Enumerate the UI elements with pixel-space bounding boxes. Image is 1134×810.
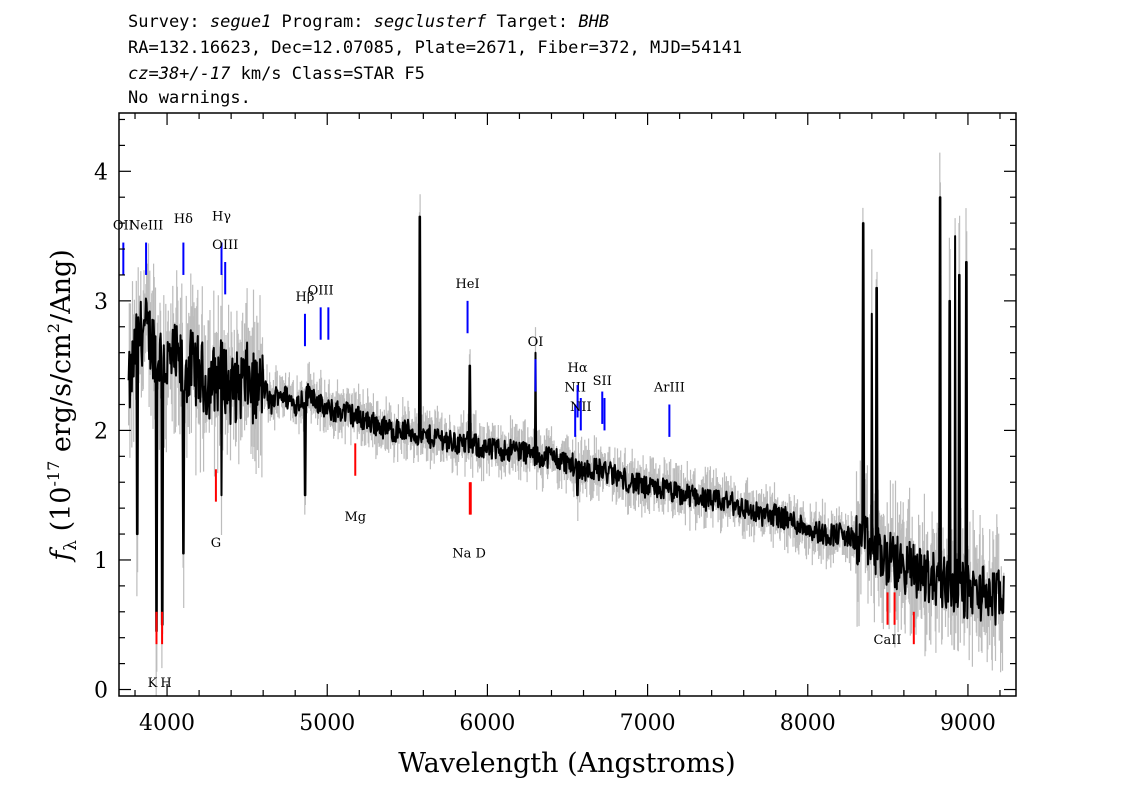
y-label-exponent: -17 bbox=[44, 461, 63, 487]
target-value: BHB bbox=[578, 12, 610, 32]
y-label-lambda: λ bbox=[61, 540, 81, 551]
y-tick-label: 3 bbox=[94, 290, 108, 315]
emission-line-label: NII bbox=[570, 400, 592, 415]
y-label-exponent-2: 2 bbox=[44, 323, 63, 333]
x-tick-label: 8000 bbox=[780, 711, 836, 736]
header-line-2: RA=132.16623, Dec=12.07085, Plate=2671, … bbox=[128, 38, 743, 58]
absorption-line-label: Na bbox=[452, 546, 471, 561]
y-tick-label: 1 bbox=[94, 549, 108, 574]
header-line-4: No warnings. bbox=[128, 88, 251, 108]
emission-line-label: NII bbox=[564, 381, 586, 396]
redshift-value: cz=38+/-17 bbox=[128, 64, 231, 84]
x-tick-label: 5000 bbox=[299, 711, 355, 736]
absorption-line-label: CaII bbox=[874, 633, 902, 648]
emission-line-label: Hγ bbox=[212, 210, 231, 225]
emission-line-label: OIII bbox=[212, 238, 238, 253]
x-tick-label: 6000 bbox=[459, 711, 515, 736]
program-value: segclusterf bbox=[373, 12, 487, 32]
absorption-line-label: Mg bbox=[344, 510, 366, 525]
y-tick-label: 0 bbox=[94, 679, 108, 704]
emission-line-label: HeI bbox=[455, 277, 479, 292]
header-line-1: Survey: segue1 Program: segclusterf Targ… bbox=[128, 12, 609, 32]
absorption-line-label: D bbox=[476, 546, 486, 561]
x-tick-label: 9000 bbox=[940, 711, 996, 736]
emission-line-label: Hα bbox=[568, 361, 588, 376]
emission-line-label: ArIII bbox=[653, 381, 685, 396]
emission-line-label: NeIII bbox=[129, 219, 163, 234]
axis-ticks: 4000 5000 6000 7000 8000 9000 0 1 2 3 4 bbox=[94, 113, 1016, 736]
emission-line-label: Hβ bbox=[296, 290, 315, 305]
survey-value: segue1 bbox=[209, 12, 272, 32]
absorption-line-label: K bbox=[148, 676, 158, 691]
header-line-3: cz=38+/-17 km/s Class=STAR F5 bbox=[128, 64, 425, 84]
flux-line bbox=[127, 196, 1005, 633]
x-axis-label: Wavelength (Angstroms) bbox=[398, 748, 735, 779]
emission-line-label: OII bbox=[113, 219, 134, 234]
y-label-end: /Ang) bbox=[46, 249, 77, 323]
survey-label: Survey: bbox=[128, 12, 210, 32]
emission-line-label: SII bbox=[593, 374, 612, 389]
absorption-line-label: G bbox=[211, 536, 221, 551]
y-tick-label: 2 bbox=[94, 419, 108, 444]
program-label: Program: bbox=[271, 12, 374, 32]
absorption-line-label: H bbox=[160, 676, 171, 691]
target-label: Target: bbox=[486, 12, 579, 32]
y-label-units: erg/s/cm bbox=[46, 333, 77, 461]
emission-line-label: Hδ bbox=[174, 212, 193, 227]
y-label-main: (10 bbox=[46, 487, 77, 540]
emission-line-label: OI bbox=[528, 335, 544, 350]
emission-line-label: OIII bbox=[308, 283, 334, 298]
x-tick-label: 7000 bbox=[620, 711, 676, 736]
x-tick-label: 4000 bbox=[139, 711, 195, 736]
y-axis-label: fλ (10-17 erg/s/cm2/Ang) bbox=[44, 249, 81, 563]
flux-layer bbox=[127, 196, 1005, 633]
y-tick-label: 4 bbox=[94, 160, 108, 185]
class-label: km/s Class=STAR F5 bbox=[230, 64, 425, 84]
